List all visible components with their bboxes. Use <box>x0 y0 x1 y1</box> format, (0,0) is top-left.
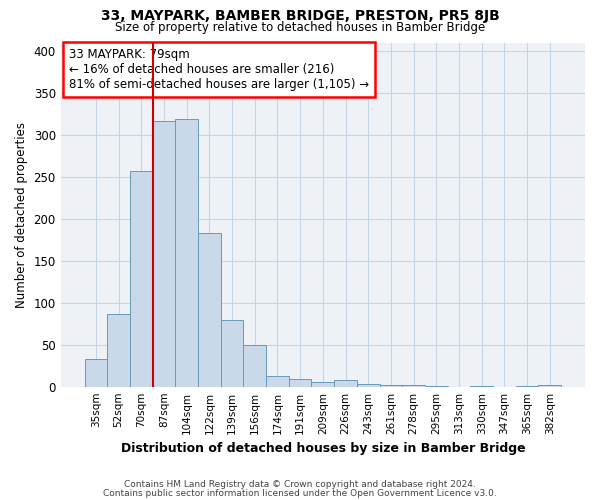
Text: Size of property relative to detached houses in Bamber Bridge: Size of property relative to detached ho… <box>115 21 485 34</box>
Bar <box>334 380 357 386</box>
Bar <box>380 385 402 386</box>
Bar <box>311 382 334 386</box>
Bar <box>107 314 130 386</box>
X-axis label: Distribution of detached houses by size in Bamber Bridge: Distribution of detached houses by size … <box>121 442 525 455</box>
Bar <box>244 344 266 387</box>
Bar <box>198 233 221 386</box>
Text: 33 MAYPARK: 79sqm
← 16% of detached houses are smaller (216)
81% of semi-detache: 33 MAYPARK: 79sqm ← 16% of detached hous… <box>68 48 368 90</box>
Bar <box>130 171 152 386</box>
Text: Contains HM Land Registry data © Crown copyright and database right 2024.: Contains HM Land Registry data © Crown c… <box>124 480 476 489</box>
Y-axis label: Number of detached properties: Number of detached properties <box>15 122 28 308</box>
Bar <box>266 376 289 386</box>
Bar <box>221 320 244 386</box>
Bar <box>152 120 175 386</box>
Bar <box>85 359 107 386</box>
Text: Contains public sector information licensed under the Open Government Licence v3: Contains public sector information licen… <box>103 488 497 498</box>
Bar <box>175 119 198 386</box>
Bar <box>402 385 425 386</box>
Bar <box>538 385 561 386</box>
Text: 33, MAYPARK, BAMBER BRIDGE, PRESTON, PR5 8JB: 33, MAYPARK, BAMBER BRIDGE, PRESTON, PR5… <box>101 9 499 23</box>
Bar <box>357 384 380 386</box>
Bar <box>289 379 311 386</box>
